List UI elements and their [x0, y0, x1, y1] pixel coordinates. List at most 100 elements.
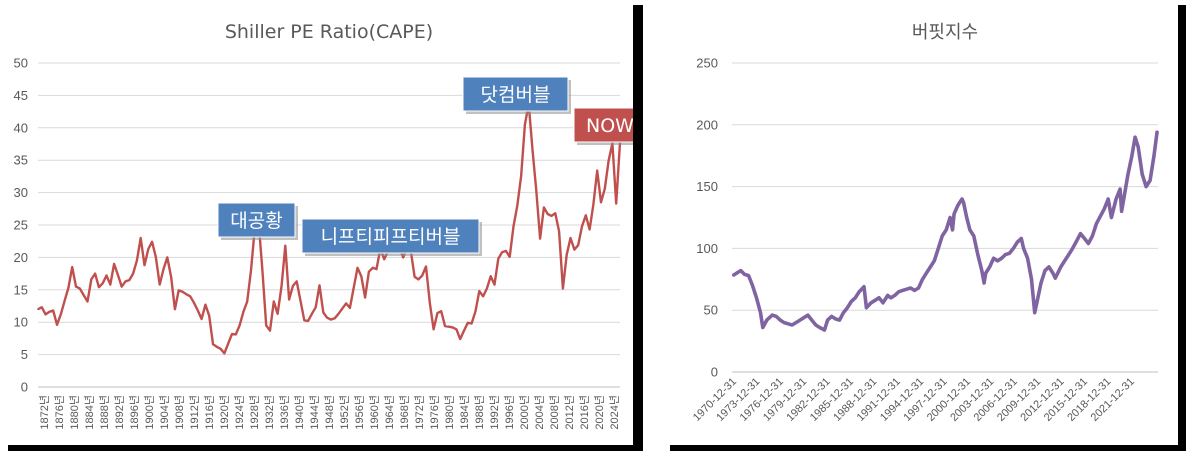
y-tick-label: 15 — [14, 282, 28, 297]
x-tick-label: 1976년 — [428, 395, 441, 430]
data-point — [311, 313, 313, 315]
data-point — [75, 285, 77, 288]
data-point — [52, 309, 54, 312]
x-tick-label: 1968년 — [398, 395, 411, 430]
data-point — [250, 269, 252, 272]
data-point — [448, 325, 450, 328]
data-point — [444, 325, 446, 327]
data-point — [965, 216, 968, 219]
data-point — [973, 235, 975, 237]
data-point — [303, 319, 306, 322]
data-point — [113, 263, 115, 265]
data-point — [732, 274, 734, 277]
data-point — [543, 206, 545, 209]
data-point — [227, 342, 229, 345]
x-tick-label: 1904년 — [158, 395, 171, 430]
data-point — [799, 319, 801, 321]
data-point — [352, 287, 355, 289]
data-point — [463, 329, 465, 332]
data-point — [429, 302, 431, 304]
y-tick-label: 40 — [14, 120, 28, 135]
data-point — [1103, 208, 1106, 210]
x-tick-label: 2012년 — [563, 395, 576, 430]
x-tick-label: 1884년 — [83, 395, 96, 430]
data-point — [117, 274, 119, 276]
data-point — [482, 295, 484, 298]
data-point — [124, 280, 127, 283]
y-tick-label: 10 — [14, 315, 28, 330]
y-tick-label: 5 — [21, 347, 28, 362]
data-point — [71, 266, 73, 268]
data-point — [79, 287, 81, 290]
data-point — [1083, 237, 1086, 240]
data-point — [508, 256, 511, 258]
y-tick-label: 45 — [14, 88, 28, 103]
data-point — [913, 289, 916, 292]
data-point — [585, 214, 587, 217]
data-point — [497, 257, 500, 260]
x-tick-label: 1960년 — [368, 395, 381, 430]
data-point — [1004, 253, 1007, 256]
data-point — [501, 251, 503, 253]
data-point — [204, 303, 207, 306]
data-point — [1099, 215, 1102, 218]
callout-background — [217, 202, 296, 238]
data-point — [1052, 272, 1054, 274]
data-point — [969, 229, 971, 231]
data-point — [886, 294, 889, 297]
data-point — [846, 306, 849, 309]
data-point — [983, 282, 985, 284]
x-tick-label: 1956년 — [353, 395, 366, 430]
data-point — [280, 285, 283, 288]
data-point — [341, 307, 344, 310]
data-point — [128, 279, 131, 281]
data-point — [94, 272, 96, 275]
data-point — [909, 287, 912, 289]
data-point — [807, 314, 809, 316]
data-point — [86, 300, 89, 303]
x-tick-label: 1928년 — [248, 395, 261, 430]
data-point — [1124, 192, 1126, 194]
data-point — [139, 237, 142, 239]
data-point — [925, 272, 928, 274]
data-point — [977, 253, 979, 256]
callout-background — [462, 76, 569, 112]
x-tick-label: 1880년 — [68, 395, 81, 430]
x-tick-label: 2000년 — [518, 395, 531, 430]
data-point — [1060, 266, 1062, 268]
data-point — [177, 289, 180, 292]
callout-box: NOW — [573, 107, 633, 145]
data-point — [1091, 235, 1094, 237]
data-point — [337, 313, 340, 315]
x-tick-label: 1912년 — [188, 395, 201, 430]
data-point — [747, 274, 750, 277]
data-point — [882, 302, 884, 304]
data-point — [783, 321, 785, 324]
data-point — [962, 201, 965, 204]
x-tick-label: 1872년 — [38, 395, 51, 430]
data-point — [905, 288, 908, 291]
x-tick-label: 1972년 — [413, 395, 426, 430]
data-point — [467, 322, 469, 324]
data-point — [459, 338, 462, 340]
data-point — [834, 318, 837, 320]
data-point — [600, 201, 602, 204]
data-point — [550, 215, 553, 217]
data-point — [945, 229, 947, 231]
data-point — [216, 346, 218, 348]
y-tick-label: 100 — [696, 241, 718, 256]
data-point — [581, 225, 583, 228]
data-point — [235, 333, 237, 336]
data-point — [425, 265, 427, 268]
x-tick-label: 1916년 — [203, 395, 216, 430]
data-point — [1016, 241, 1019, 243]
data-point — [174, 308, 176, 311]
data-point — [992, 257, 995, 260]
x-tick-label: 1908년 — [173, 395, 186, 430]
data-point — [413, 276, 416, 278]
data-point — [573, 248, 576, 251]
callout-label: 닷컴버블 — [481, 84, 551, 106]
panel-buffett-frame-bottom — [670, 445, 1186, 451]
data-point — [37, 308, 39, 311]
data-point — [82, 294, 85, 296]
